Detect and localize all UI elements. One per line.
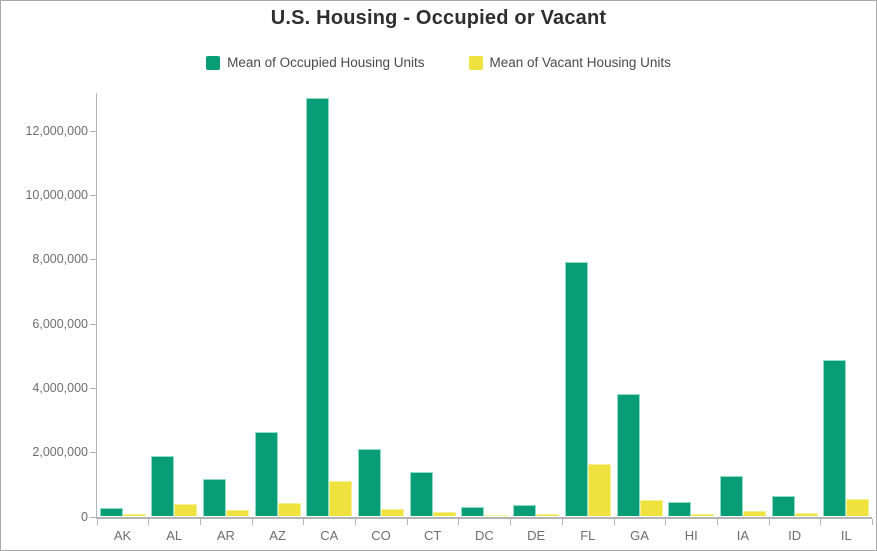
x-tick-label-CO: CO (371, 527, 391, 543)
x-axis-tick (510, 518, 512, 525)
x-tick-label-GA: GA (630, 527, 649, 543)
bar-occupied-AZ[interactable] (254, 431, 278, 517)
x-axis-tick (716, 518, 718, 525)
bar-vacant-HI[interactable] (691, 513, 715, 517)
bar-occupied-CO[interactable] (358, 448, 381, 517)
x-tick-label-IL: IL (840, 527, 852, 543)
bar-vacant-AR[interactable] (225, 509, 249, 517)
y-tick-label: 0 (81, 509, 88, 524)
x-axis-tick (355, 518, 356, 525)
y-axis-tick (90, 387, 96, 389)
x-axis-tick (148, 518, 150, 525)
y-axis-line (96, 93, 97, 519)
x-axis-tick (406, 518, 408, 525)
x-tick-label-FL: FL (580, 527, 596, 543)
bar-vacant-CO[interactable] (381, 509, 404, 517)
x-tick-label-DE: DE (527, 527, 546, 543)
y-axis-tick (90, 452, 96, 454)
bar-occupied-DE[interactable] (513, 504, 537, 517)
bar-vacant-IA[interactable] (742, 511, 766, 517)
bar-vacant-DC[interactable] (484, 514, 508, 517)
y-tick-label: 12,000,000 (25, 123, 88, 138)
bar-occupied-FL[interactable] (564, 262, 588, 517)
bar-occupied-CT[interactable] (409, 471, 433, 517)
x-axis-tick (768, 518, 770, 525)
x-axis-tick (872, 518, 873, 525)
bar-vacant-GA[interactable] (639, 500, 663, 517)
y-tick-label: 6,000,000 (32, 316, 88, 331)
x-axis-tick (458, 518, 460, 525)
bar-vacant-DE[interactable] (536, 513, 560, 517)
bar-vacant-AK[interactable] (122, 514, 146, 517)
x-tick-label-AL: AL (166, 527, 183, 543)
x-axis-tick (96, 518, 98, 525)
y-tick-label: 2,000,000 (32, 445, 88, 460)
x-axis-tick (613, 518, 615, 525)
x-axis-tick (303, 518, 305, 525)
legend-item-vacant[interactable]: Mean of Vacant Housing Units (468, 55, 671, 70)
bar-occupied-ID[interactable] (771, 495, 795, 517)
legend-label-occupied: Mean of Occupied Housing Units (227, 55, 425, 70)
x-tick-label-AR: AR (216, 527, 235, 543)
x-tick-label-HI: HI (684, 527, 698, 543)
bar-vacant-FL[interactable] (587, 463, 611, 517)
x-tick-label-CA: CA (320, 527, 339, 543)
y-axis-tick (90, 259, 96, 261)
x-tick-label-IA: IA (736, 527, 750, 543)
y-tick-label: 4,000,000 (32, 380, 88, 395)
bar-occupied-AL[interactable] (151, 456, 175, 517)
bar-occupied-DC[interactable] (461, 507, 485, 517)
chart-title: U.S. Housing - Occupied or Vacant (270, 7, 607, 29)
x-tick-label-AK: AK (113, 527, 132, 543)
bar-occupied-IL[interactable] (823, 359, 847, 517)
bar-occupied-AK[interactable] (99, 508, 123, 517)
legend: Mean of Occupied Housing Units Mean of V… (1, 55, 876, 70)
bar-vacant-ID[interactable] (794, 513, 818, 517)
x-tick-label-DC: DC (475, 527, 494, 543)
x-tick-label-ID: ID (788, 527, 802, 543)
legend-item-occupied[interactable]: Mean of Occupied Housing Units (206, 55, 425, 70)
bar-vacant-IL[interactable] (846, 498, 870, 517)
bar-occupied-AR[interactable] (202, 479, 226, 517)
bar-occupied-HI[interactable] (668, 502, 692, 517)
y-tick-label: 10,000,000 (25, 187, 88, 202)
x-axis-tick (665, 518, 667, 525)
y-axis-tick (90, 194, 96, 196)
legend-label-vacant: Mean of Vacant Housing Units (489, 55, 671, 70)
x-tick-label-AZ: AZ (269, 527, 286, 543)
bar-occupied-IA[interactable] (719, 476, 743, 517)
y-axis-tick (90, 130, 96, 132)
y-axis-tick (90, 516, 96, 518)
x-axis-tick (251, 518, 253, 525)
x-axis-tick (561, 518, 563, 525)
y-tick-label: 8,000,000 (32, 252, 88, 267)
x-axis-tick (820, 518, 822, 525)
x-axis-line (96, 516, 872, 519)
bar-vacant-CT[interactable] (432, 511, 456, 517)
x-tick-label-CT: CT (424, 527, 442, 543)
y-axis-tick (90, 323, 96, 325)
bar-vacant-CA[interactable] (329, 481, 353, 517)
x-axis-tick (199, 518, 201, 525)
bar-vacant-AL[interactable] (174, 503, 198, 517)
bar-occupied-CA[interactable] (306, 98, 330, 517)
legend-swatch-vacant (468, 55, 483, 70)
bar-occupied-GA[interactable] (616, 393, 640, 517)
bar-vacant-AZ[interactable] (277, 503, 301, 517)
legend-swatch-occupied (206, 55, 221, 70)
